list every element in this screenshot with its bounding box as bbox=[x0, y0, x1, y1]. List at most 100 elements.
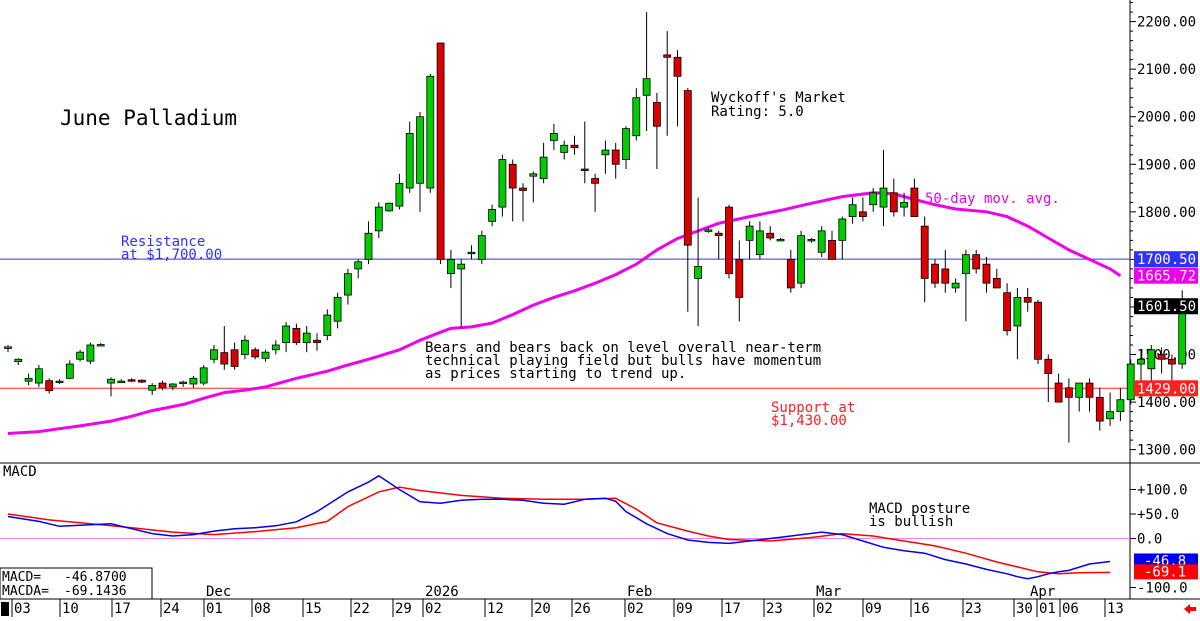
candle-body bbox=[55, 380, 64, 384]
candle-body bbox=[148, 385, 157, 391]
day-label: 23 bbox=[766, 601, 783, 617]
candle-body bbox=[529, 173, 538, 177]
candle-body bbox=[900, 201, 908, 208]
candle-body bbox=[292, 327, 301, 344]
day-label: 13 bbox=[1107, 601, 1124, 617]
price-tag-label: 1665.72 bbox=[1137, 269, 1196, 285]
candle-body bbox=[374, 206, 383, 232]
day-label: 02 bbox=[816, 601, 833, 617]
day-label: 12 bbox=[487, 601, 504, 617]
candle-body bbox=[580, 168, 589, 171]
candle bbox=[179, 380, 188, 387]
day-label: 06 bbox=[1062, 601, 1079, 617]
candle-body bbox=[745, 225, 754, 241]
candle bbox=[467, 245, 476, 260]
candle bbox=[24, 373, 33, 386]
candle bbox=[137, 379, 146, 384]
candle-body bbox=[220, 352, 229, 365]
candle-body bbox=[673, 56, 682, 77]
candle-body bbox=[601, 149, 610, 156]
candle bbox=[807, 237, 816, 243]
candle-body bbox=[591, 178, 599, 184]
price-tick-label: 1900.00 bbox=[1137, 157, 1196, 173]
macd-note-2: is bullish bbox=[869, 514, 953, 530]
candle-body bbox=[704, 229, 713, 232]
commentary-line-3: as prices starting to trend up. bbox=[425, 366, 686, 382]
candle bbox=[189, 375, 198, 388]
month-labels: Dec 2026 Feb Mar Apr bbox=[206, 584, 1055, 600]
candle-body bbox=[828, 239, 836, 260]
candle-body bbox=[869, 192, 878, 206]
macd-readout-value: -46.8700 bbox=[64, 570, 127, 585]
candle bbox=[282, 322, 291, 353]
candle-body bbox=[735, 258, 744, 298]
candle bbox=[673, 50, 682, 127]
candle bbox=[1013, 287, 1022, 360]
candle-body bbox=[96, 344, 105, 347]
candle bbox=[45, 378, 54, 394]
candle bbox=[35, 364, 43, 387]
price-tick-label: 1500.00 bbox=[1137, 348, 1196, 364]
candle-body bbox=[24, 377, 33, 382]
candle bbox=[941, 249, 950, 293]
candle-body bbox=[611, 149, 620, 165]
candle bbox=[364, 221, 373, 265]
candle bbox=[1003, 283, 1011, 336]
candle-body bbox=[14, 358, 23, 363]
scroll-left-marker[interactable] bbox=[1, 602, 9, 616]
day-label: 26 bbox=[574, 601, 591, 617]
candle bbox=[343, 268, 352, 305]
candle-body bbox=[941, 268, 950, 284]
macd-tags: -46.8-69.1 bbox=[1134, 553, 1198, 580]
candle bbox=[889, 178, 898, 217]
day-label: 03 bbox=[14, 601, 31, 617]
candle-body bbox=[1095, 396, 1104, 422]
candle bbox=[508, 159, 517, 222]
candle-body bbox=[879, 187, 888, 208]
day-label: 15 bbox=[305, 601, 322, 617]
candle-body bbox=[137, 379, 146, 383]
month-label: Apr bbox=[1030, 584, 1055, 600]
candle bbox=[199, 364, 208, 386]
rating-line-1: Wyckoff's Market bbox=[711, 90, 846, 106]
scroll-left-arrow-icon[interactable] bbox=[1184, 604, 1196, 614]
candle bbox=[786, 249, 795, 293]
candle bbox=[580, 121, 589, 184]
candle bbox=[817, 226, 826, 258]
candle bbox=[374, 202, 383, 238]
candle-body bbox=[86, 344, 95, 362]
candle bbox=[1044, 354, 1053, 403]
chart-title: June Palladium bbox=[60, 106, 237, 130]
candle bbox=[405, 121, 414, 193]
candle-body bbox=[364, 232, 373, 260]
price-tick-label: 1300.00 bbox=[1137, 443, 1196, 459]
candle bbox=[457, 259, 466, 329]
candle bbox=[992, 268, 1001, 289]
candle-body bbox=[632, 97, 641, 137]
candle-body bbox=[1147, 349, 1156, 370]
candle-body bbox=[951, 282, 960, 289]
candle bbox=[86, 342, 95, 365]
candle-body bbox=[416, 116, 424, 184]
day-label: 02 bbox=[425, 601, 442, 617]
candle-body bbox=[797, 235, 805, 284]
candle-body bbox=[158, 382, 167, 389]
candle bbox=[14, 358, 23, 365]
candle-body bbox=[313, 339, 321, 344]
candle-body bbox=[467, 251, 476, 255]
candle bbox=[4, 345, 12, 353]
candle bbox=[601, 140, 610, 174]
candle-body bbox=[1054, 382, 1063, 403]
candle-body bbox=[714, 232, 723, 237]
candle bbox=[848, 197, 857, 224]
candle-body bbox=[931, 263, 939, 284]
candle-body bbox=[653, 102, 661, 127]
month-label: 2026 bbox=[425, 584, 459, 600]
candle bbox=[1095, 387, 1104, 431]
candle-body bbox=[570, 144, 579, 149]
macd-note-1: MACD posture bbox=[869, 501, 970, 517]
candle-body bbox=[1065, 387, 1073, 398]
price-panel: 2200.00 2100.00 2000.00 1900.00 1800.00 1700.… bbox=[0, 0, 1200, 464]
candle-body bbox=[343, 273, 352, 296]
